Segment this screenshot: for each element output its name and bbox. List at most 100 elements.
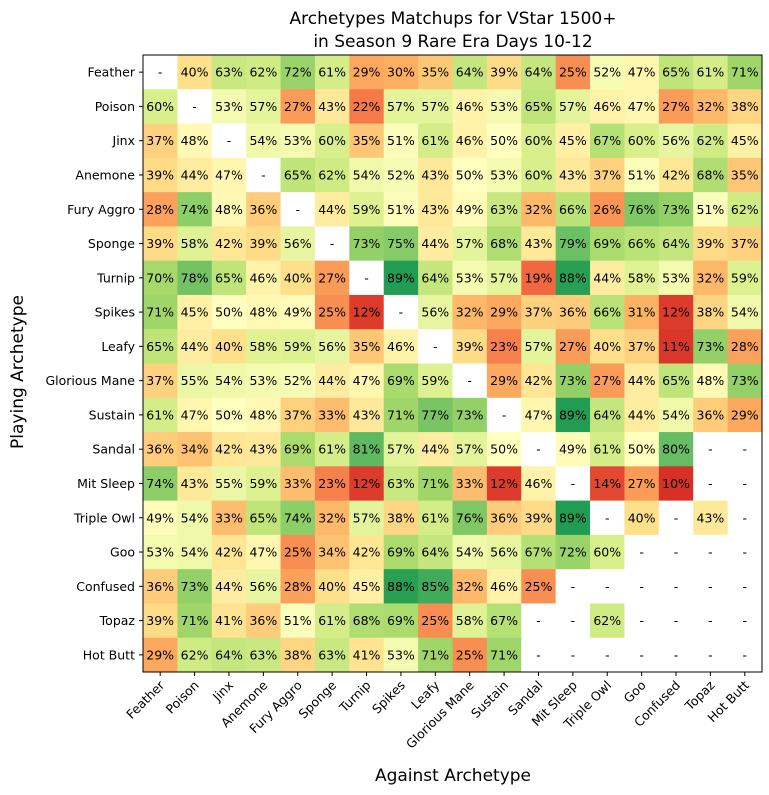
y-tick-label: Feather	[87, 65, 135, 80]
heatmap-cell	[383, 397, 419, 433]
heatmap-cell-label: 56%	[249, 579, 277, 594]
heatmap-cell-label: 22%	[353, 99, 381, 114]
heatmap-cell	[349, 432, 385, 467]
heatmap-cell	[143, 397, 178, 433]
heatmap-cell-label: 51%	[697, 202, 725, 217]
heatmap-cell	[177, 294, 213, 330]
heatmap-cell-label: 27%	[318, 270, 346, 285]
heatmap-cell-label: 69%	[387, 373, 415, 388]
heatmap-cell-label: 42%	[215, 236, 243, 251]
heatmap-cell-label: 60%	[146, 99, 174, 114]
heatmap-cell	[246, 55, 281, 90]
heatmap-cell-label: 59%	[249, 476, 277, 491]
heatmap-cell	[693, 534, 729, 570]
heatmap-cell-label: 36%	[249, 202, 277, 217]
heatmap-cell	[521, 637, 557, 673]
heatmap-cell-label: 65%	[146, 339, 174, 354]
heatmap-cell	[624, 363, 660, 399]
heatmap-cell-label: 57%	[490, 270, 518, 285]
heatmap-cell	[246, 192, 281, 227]
heatmap-cell-label: 61%	[146, 407, 174, 422]
heatmap-cell	[418, 363, 453, 399]
heatmap-cell-label: 47%	[353, 373, 381, 388]
heatmap-cell	[486, 329, 522, 364]
heatmap-cell	[177, 500, 213, 536]
heatmap-cell-label: 59%	[421, 373, 449, 388]
heatmap-cell-label: 52%	[387, 167, 415, 182]
heatmap-cell	[349, 55, 385, 90]
heatmap-cell	[383, 89, 419, 124]
heatmap-cell	[383, 329, 419, 364]
heatmap-cell	[314, 55, 350, 90]
heatmap-cell-label: 57%	[456, 442, 484, 457]
heatmap-cell-label: 66%	[628, 236, 656, 251]
heatmap-cell	[280, 569, 316, 604]
heatmap-cell-label: 50%	[490, 133, 518, 148]
heatmap-cell	[555, 637, 591, 673]
heatmap-cell-label: 54%	[249, 133, 277, 148]
heatmap-cell-label: 54%	[181, 545, 209, 560]
heatmap-cell-label: 53%	[387, 647, 415, 662]
heatmap-cell	[383, 123, 419, 159]
heatmap-cell	[486, 294, 522, 330]
heatmap-cell-label: 53%	[662, 270, 690, 285]
heatmap-cell-label: 45%	[353, 579, 381, 594]
heatmap-cell-label: -	[605, 579, 610, 594]
heatmap-cell	[624, 603, 660, 639]
heatmap-cell-label: -	[743, 613, 748, 628]
heatmap-cell-label: 29%	[353, 65, 381, 80]
heatmap-cell	[211, 432, 247, 467]
heatmap-cell	[452, 397, 488, 433]
y-axis-label: Playing Archetype	[8, 295, 28, 449]
heatmap-cell	[693, 432, 729, 467]
heatmap-cell-label: 25%	[456, 647, 484, 662]
heatmap-cell	[280, 55, 316, 90]
heatmap-cell-label: 19%	[525, 270, 553, 285]
heatmap-cell	[452, 192, 488, 227]
heatmap-cell	[314, 466, 350, 502]
heatmap-cell-label: 40%	[215, 339, 243, 354]
heatmap-cell-label: 44%	[181, 167, 209, 182]
heatmap-cell-label: 42%	[215, 442, 243, 457]
heatmap-cell	[590, 637, 625, 673]
heatmap-cell-label: 12%	[662, 305, 690, 320]
heatmap-cell	[280, 500, 316, 536]
heatmap-cell-label: 70%	[146, 270, 174, 285]
heatmap-cell-label: 69%	[284, 442, 312, 457]
heatmap-cell-label: 61%	[318, 65, 346, 80]
heatmap-cell	[658, 466, 694, 502]
heatmap-cell-label: 59%	[731, 270, 759, 285]
heatmap-cell-label: -	[674, 647, 679, 662]
heatmap-cell	[486, 226, 522, 262]
heatmap-cell-label: -	[467, 373, 472, 388]
heatmap-cell-label: 65%	[215, 270, 243, 285]
y-tick-label: Sponge	[88, 236, 135, 251]
heatmap-cell	[590, 500, 625, 536]
heatmap-cell-label: 51%	[387, 133, 415, 148]
heatmap-cell	[211, 569, 247, 604]
heatmap-cell-label: 39%	[146, 613, 174, 628]
heatmap-cell	[452, 260, 488, 296]
heatmap-cell-label: 27%	[284, 99, 312, 114]
heatmap-cell-label: 14%	[593, 476, 621, 491]
heatmap-cell	[727, 637, 763, 673]
heatmap-cell-label: 32%	[318, 510, 346, 525]
heatmap-cell-label: 43%	[181, 476, 209, 491]
heatmap-cell	[177, 260, 213, 296]
heatmap-cell-label: 40%	[318, 579, 346, 594]
heatmap-cell-label: 65%	[249, 510, 277, 525]
heatmap-cell-label: 74%	[284, 510, 312, 525]
heatmap-cell-label: 71%	[421, 647, 449, 662]
heatmap-cell	[211, 363, 247, 399]
heatmap-cell	[418, 294, 453, 330]
heatmap-cell-label: 49%	[146, 510, 174, 525]
heatmap-cell	[418, 123, 453, 159]
heatmap-cell-label: 46%	[249, 270, 277, 285]
heatmap-cell	[658, 534, 694, 570]
heatmap-cell	[658, 432, 694, 467]
heatmap-cell-label: 64%	[421, 270, 449, 285]
plot-frame	[142, 54, 763, 673]
heatmap-cell	[727, 534, 763, 570]
heatmap-cell	[727, 500, 763, 536]
